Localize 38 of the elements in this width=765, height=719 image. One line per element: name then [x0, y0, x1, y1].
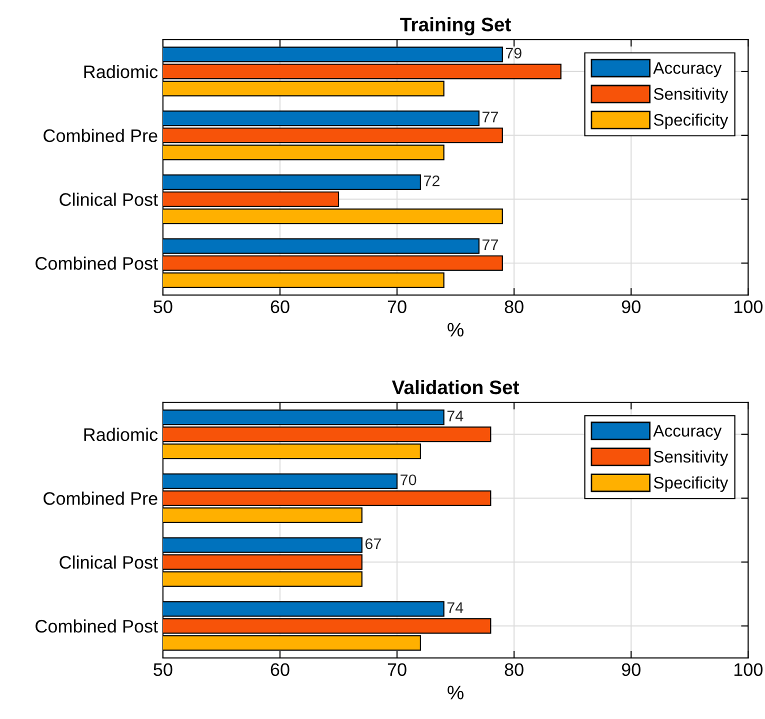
x-tick-label: 50 — [154, 663, 172, 676]
legend-label: Accuracy — [653, 62, 722, 78]
x-axis-title: % — [448, 322, 464, 337]
x-tick-label: 90 — [622, 300, 640, 314]
y-tick-label: Combined Pre — [44, 492, 158, 505]
data-label: 72 — [424, 175, 440, 186]
x-tick-label: 80 — [504, 300, 524, 314]
x-tick-label: 50 — [154, 300, 172, 314]
data-label: 77 — [482, 240, 498, 250]
y-tick-label: Clinical Post — [60, 556, 158, 569]
chart-title: Validation Set — [392, 380, 520, 394]
chart-title: Training Set — [400, 17, 511, 36]
data-label: 67 — [365, 538, 381, 550]
y-tick-label: Radiomic — [84, 64, 158, 78]
x-tick-label: 100 — [734, 663, 763, 676]
y-tick-label: Radiomic — [84, 428, 158, 442]
x-tick-label: 70 — [388, 663, 406, 676]
data-label: 70 — [400, 474, 416, 486]
legend-label: Accuracy — [653, 425, 722, 440]
x-tick-label: 70 — [388, 300, 406, 314]
x-axis-title: % — [448, 686, 464, 700]
legend-label: Sensitivity — [654, 450, 728, 466]
y-tick-label: Combined Post — [36, 619, 158, 633]
data-label: 77 — [482, 112, 498, 122]
legend-label: Specificity — [654, 476, 728, 492]
y-tick-label: Clinical Post — [60, 192, 158, 206]
y-tick-label: Combined Pre — [44, 128, 158, 142]
x-tick-label: 60 — [270, 663, 290, 676]
x-tick-label: 60 — [270, 300, 290, 314]
legend-label: Specificity — [654, 114, 728, 130]
x-tick-label: 90 — [622, 663, 640, 676]
x-tick-label: 100 — [734, 300, 763, 314]
data-label: 74 — [447, 602, 464, 613]
data-label: 79 — [506, 48, 522, 59]
data-label: 74 — [447, 410, 464, 422]
y-tick-label: Combined Post — [36, 256, 158, 270]
legend-label: Sensitivity — [654, 88, 728, 104]
x-tick-label: 80 — [504, 663, 524, 676]
